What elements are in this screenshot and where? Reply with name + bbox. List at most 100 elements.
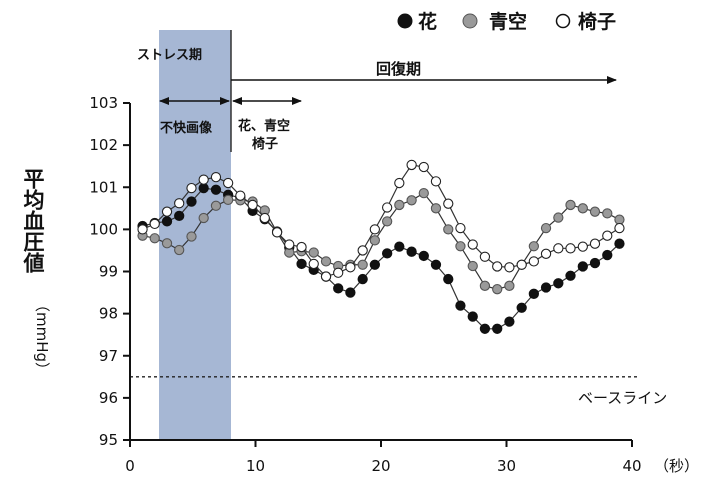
data-point bbox=[528, 256, 540, 267]
data-point bbox=[614, 222, 625, 234]
data-point bbox=[565, 270, 576, 281]
data-point bbox=[174, 198, 185, 209]
data-point bbox=[345, 262, 356, 273]
data-point bbox=[492, 284, 503, 295]
y-tick-label: 101 bbox=[89, 178, 118, 196]
data-point bbox=[614, 214, 625, 225]
data-point bbox=[198, 174, 209, 185]
data-point bbox=[443, 224, 454, 235]
data-point bbox=[235, 190, 246, 201]
data-point bbox=[394, 177, 405, 189]
data-point bbox=[467, 260, 478, 272]
data-point bbox=[540, 248, 552, 259]
data-point bbox=[198, 212, 209, 224]
data-point bbox=[602, 208, 613, 219]
data-point bbox=[565, 199, 576, 211]
stress-period-label: ストレス期 bbox=[137, 48, 202, 63]
data-point bbox=[161, 238, 173, 249]
data-point bbox=[589, 206, 601, 217]
legend: 花 青空 椅子 bbox=[397, 10, 616, 33]
data-point bbox=[284, 239, 295, 250]
data-point bbox=[479, 251, 491, 262]
data-point bbox=[186, 231, 197, 242]
data-point bbox=[577, 241, 588, 252]
data-point bbox=[430, 203, 442, 214]
baseline-label: ベースライン bbox=[578, 389, 667, 407]
y-tick-label: 99 bbox=[99, 263, 118, 281]
legend-label-flower: 花 bbox=[418, 10, 437, 33]
data-point bbox=[394, 241, 405, 252]
data-point bbox=[357, 259, 368, 270]
data-point bbox=[577, 203, 588, 214]
data-point bbox=[320, 271, 332, 282]
data-point bbox=[577, 261, 588, 272]
data-point bbox=[504, 316, 515, 327]
data-point bbox=[161, 216, 173, 227]
x-tick-label: 30 bbox=[497, 457, 516, 475]
data-point bbox=[296, 258, 307, 270]
y-tick-label: 103 bbox=[89, 94, 118, 112]
data-point bbox=[149, 218, 160, 230]
data-point bbox=[589, 257, 601, 269]
data-point bbox=[467, 311, 478, 322]
legend-marker-sky bbox=[462, 13, 478, 29]
x-tick-label: 10 bbox=[246, 457, 265, 475]
data-point bbox=[418, 250, 429, 262]
data-point bbox=[602, 230, 613, 241]
data-point bbox=[516, 259, 527, 270]
data-point bbox=[174, 244, 185, 256]
data-point bbox=[210, 184, 222, 195]
data-point bbox=[320, 256, 332, 267]
series-chair bbox=[137, 159, 625, 282]
legend-marker-chair bbox=[555, 13, 571, 29]
series-line bbox=[142, 192, 620, 290]
data-point bbox=[565, 243, 576, 254]
data-point bbox=[137, 224, 148, 235]
data-point bbox=[149, 233, 160, 244]
data-point bbox=[210, 200, 222, 211]
x-tick-label: 40 bbox=[622, 457, 641, 475]
y-tick-label: 97 bbox=[99, 347, 118, 365]
x-tick-label: 20 bbox=[371, 457, 390, 475]
data-point bbox=[406, 195, 417, 206]
data-point bbox=[504, 262, 515, 273]
series-line bbox=[142, 164, 620, 278]
data-point bbox=[222, 194, 234, 206]
data-point bbox=[308, 247, 319, 258]
data-point bbox=[381, 216, 393, 227]
y-tick-label: 96 bbox=[99, 389, 118, 407]
data-point bbox=[540, 282, 552, 293]
data-point bbox=[602, 249, 613, 261]
data-point bbox=[443, 273, 454, 285]
data-point bbox=[430, 176, 442, 187]
y-axis-label: 平均血圧値 bbox=[21, 168, 46, 273]
x-axis-label: （秒） bbox=[654, 457, 699, 475]
data-point bbox=[553, 278, 564, 289]
y-axis-unit: （mmHg） bbox=[33, 297, 51, 377]
data-point bbox=[381, 202, 393, 213]
data-point bbox=[553, 243, 564, 254]
data-point bbox=[161, 206, 173, 217]
y-tick-label: 98 bbox=[99, 305, 118, 323]
data-point bbox=[528, 288, 540, 299]
data-point bbox=[222, 177, 234, 189]
data-point bbox=[247, 199, 258, 211]
data-point bbox=[369, 224, 381, 235]
data-point bbox=[528, 241, 540, 252]
data-point bbox=[186, 196, 197, 207]
data-point bbox=[492, 261, 503, 272]
data-point bbox=[540, 222, 552, 234]
data-point bbox=[357, 245, 368, 256]
data-point bbox=[369, 235, 381, 246]
data-point bbox=[430, 259, 442, 270]
legend-label-sky: 青空 bbox=[489, 10, 527, 33]
data-point bbox=[455, 222, 466, 234]
data-point bbox=[333, 283, 344, 294]
data-point bbox=[174, 210, 185, 222]
data-point bbox=[614, 238, 625, 249]
data-point bbox=[357, 273, 368, 285]
data-point bbox=[406, 159, 417, 171]
x-tick-label: 0 bbox=[125, 457, 135, 475]
y-tick-label: 102 bbox=[89, 136, 118, 154]
data-point bbox=[296, 241, 307, 253]
